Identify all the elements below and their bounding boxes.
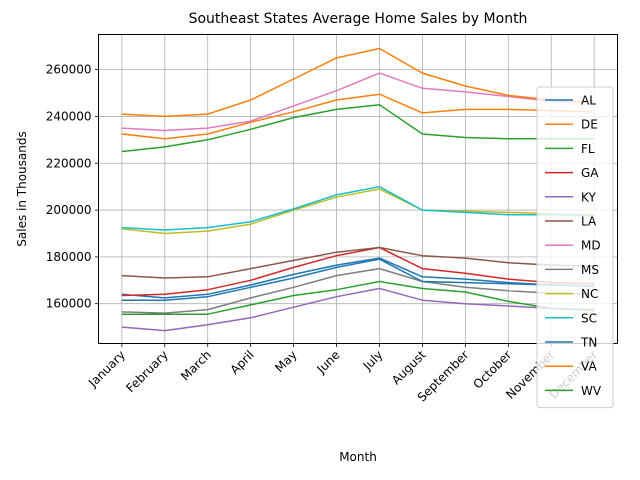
x-tick-label: October	[471, 348, 515, 392]
series-line-fl	[121, 103, 595, 153]
grid	[98, 34, 618, 344]
legend-label-tn: TN	[580, 336, 597, 350]
y-tick-label: 180000	[46, 250, 92, 264]
series-line-wv	[121, 280, 595, 315]
x-tick-label: April	[227, 348, 256, 377]
series-line-de	[121, 93, 595, 140]
legend-label-wv: WV	[581, 384, 602, 398]
y-tick-label: 220000	[46, 156, 92, 170]
legend-label-la: LA	[581, 215, 597, 229]
legend-label-ms: MS	[581, 263, 599, 277]
legend-box	[536, 86, 614, 409]
legend-label-va: VA	[581, 360, 597, 374]
legend: AL DE FL GA KY LA MD MS NC SC TN VA WV	[536, 86, 614, 409]
x-tick-label: March	[178, 348, 214, 384]
x-tick-label: February	[123, 348, 171, 396]
y-axis-ticks: 160000 180000 200000 220000 240000 260000	[46, 63, 99, 311]
series-line-la	[121, 246, 595, 279]
x-tick-label: January	[85, 348, 128, 391]
legend-label-al: AL	[581, 94, 596, 108]
y-tick-label: 240000	[46, 109, 92, 123]
series-line-ga	[121, 246, 595, 297]
series-line-md	[121, 72, 595, 132]
y-axis-title: Sales in Thousands	[15, 131, 29, 246]
x-tick-label: August	[389, 348, 429, 388]
series-line-ky	[121, 287, 595, 332]
x-tick-label: May	[272, 348, 299, 375]
chart-title: Southeast States Average Home Sales by M…	[189, 11, 528, 27]
legend-label-md: MD	[581, 239, 601, 253]
series-line-nc	[121, 188, 595, 235]
legend-label-sc: SC	[581, 311, 597, 325]
x-axis-title: Month	[339, 450, 377, 464]
x-tick-label: July	[360, 348, 386, 374]
series-line-va	[121, 47, 595, 118]
y-tick-label: 160000	[46, 297, 92, 311]
legend-label-ga: GA	[581, 166, 599, 180]
series-line-al	[121, 257, 595, 299]
legend-label-de: DE	[581, 118, 598, 132]
y-tick-label: 200000	[46, 203, 92, 217]
legend-label-nc: NC	[581, 287, 598, 301]
series-line-tn	[121, 258, 595, 301]
series-line-sc	[121, 185, 595, 231]
legend-label-fl: FL	[581, 142, 595, 156]
legend-label-ky: KY	[581, 190, 596, 204]
series-line-ms	[121, 267, 595, 314]
series-lines	[121, 47, 595, 332]
x-tick-label: June	[314, 348, 343, 377]
y-tick-label: 260000	[46, 63, 92, 77]
plot-frame	[98, 34, 618, 344]
